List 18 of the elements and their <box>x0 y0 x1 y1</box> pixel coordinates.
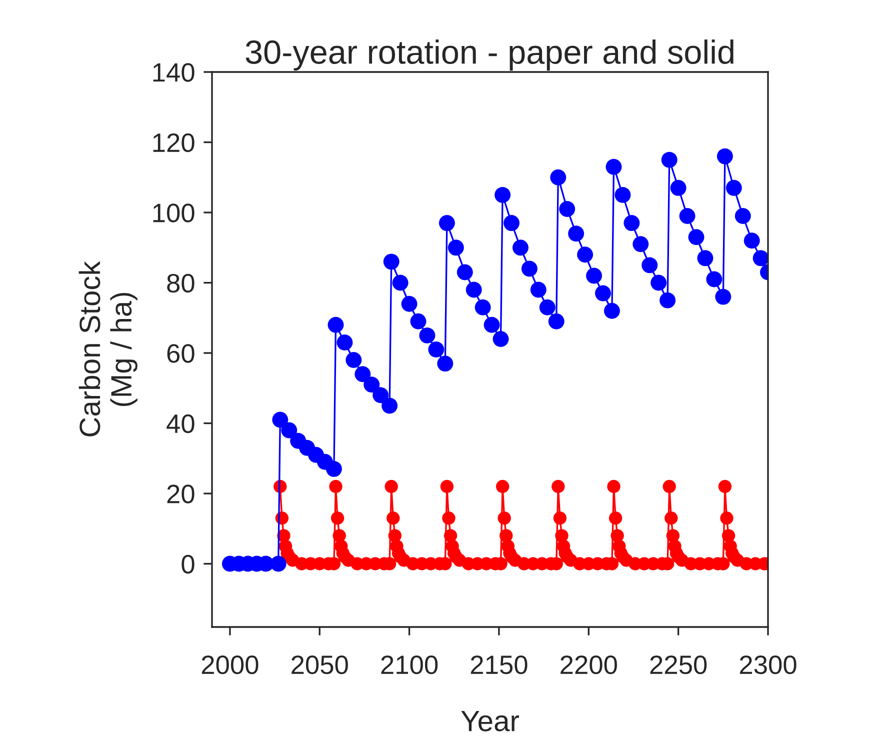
y-tick-label: 0 <box>182 554 194 574</box>
y-tick-label: 40 <box>166 414 194 434</box>
chart-title: 30-year rotation - paper and solid <box>246 40 734 71</box>
x-tick-label: 2050 <box>292 655 348 674</box>
y-tick-label: 80 <box>167 274 194 293</box>
x-axis-title: Year <box>461 711 519 732</box>
y-tick-label: 20 <box>167 484 194 504</box>
x-tick-label: 2150 <box>470 655 528 674</box>
x-tick-label: 2000 <box>202 655 258 674</box>
x-tick-label: 2200 <box>560 655 617 674</box>
y-tick-label: 100 <box>153 204 194 222</box>
x-tick-label: 2300 <box>740 655 796 674</box>
y-axis-title: Carbon Stock (Mg / ha) <box>78 261 138 436</box>
y-tick-label: 120 <box>153 133 194 152</box>
y-tick-label: 60 <box>167 344 194 363</box>
y-tick-label: 140 <box>153 63 194 82</box>
x-tick-label: 2250 <box>650 655 707 674</box>
x-tick-label: 2100 <box>381 655 438 674</box>
